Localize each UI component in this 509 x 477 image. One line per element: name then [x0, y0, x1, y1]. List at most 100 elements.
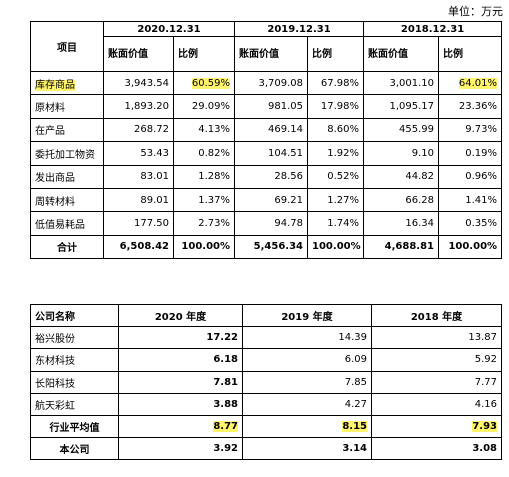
cell-text: 3,001.10: [389, 77, 435, 89]
cell-text: 裕兴股份: [35, 334, 75, 346]
table-cell: 1.74%: [307, 211, 365, 236]
cell-text: 库存商品: [35, 79, 75, 91]
cell-text: 177.50: [134, 218, 169, 230]
cell-text: 2.73%: [198, 218, 231, 230]
table-row: 低值易耗品 177.50 2.73% 94.78 1.74% 16.34 0.35%: [30, 211, 503, 236]
cell-text: 100.00%: [312, 241, 361, 253]
cell-text: 8.60%: [327, 124, 360, 136]
amount-header: 账面价值: [103, 36, 174, 72]
cell-text: 83.01: [140, 171, 169, 183]
table-cell: 1.27%: [307, 187, 365, 213]
table-cell: 100.00%: [307, 234, 365, 260]
table-cell: 104.51: [234, 141, 309, 166]
table-cell: 8.15: [242, 414, 372, 439]
table-cell: 17.98%: [307, 94, 365, 119]
cell-text: 发出商品: [35, 173, 75, 185]
table-cell: 100.00%: [438, 234, 503, 260]
table-row: 长阳科技 7.81 7.85 7.77: [30, 370, 502, 394]
cell-text: 44.82: [405, 171, 435, 183]
cell-text: 29.09%: [191, 101, 231, 113]
ratio-header: 比例: [438, 36, 503, 72]
cell-text: 7.93: [472, 421, 497, 433]
table-cell: 16.34: [363, 211, 440, 236]
table-cell: 3.88: [118, 392, 243, 416]
table-cell: 89.01: [103, 187, 174, 213]
cell-text: 17.98%: [320, 101, 360, 113]
cell-text: 14.39: [338, 332, 367, 344]
cell-text: 5.92: [474, 354, 497, 366]
year-header: 2019.12.31: [234, 21, 365, 37]
table-cell: 66.28: [363, 187, 440, 213]
table-cell: 60.59%: [172, 70, 236, 96]
company-name: 东材科技: [30, 348, 119, 372]
cell-text: 1.41%: [465, 194, 498, 206]
table-cell: 268.72: [103, 117, 174, 143]
table-cell: 1.37%: [172, 187, 236, 213]
table-cell: 3,943.54: [103, 70, 174, 96]
table-cell: 7.81: [118, 370, 243, 394]
amount-header: 账面价值: [234, 36, 309, 72]
cell-text: 委托加工物资: [35, 149, 95, 161]
unit-label: 单位：万元: [448, 5, 503, 18]
table-cell: 53.43: [103, 141, 174, 166]
table-cell: 1.92%: [307, 141, 365, 166]
table-cell: 469.14: [234, 117, 309, 143]
table-cell: 7.77: [371, 370, 502, 394]
cell-text: 9.73%: [465, 124, 498, 136]
company-name: 本公司: [30, 437, 119, 461]
table-cell: 0.96%: [438, 164, 503, 189]
table-cell: 17.22: [118, 326, 243, 350]
company-name: 航天彩虹: [30, 392, 119, 416]
cell-text: 4.16: [474, 398, 497, 410]
cell-text: 7.77: [474, 376, 497, 388]
table-row: 发出商品 83.01 1.28% 28.56 0.52% 44.82 0.96%: [30, 164, 503, 189]
turnover-comparison-table: 公司名称 2020 年度 2019 年度 2018 年度 裕兴股份 17.22 14…: [30, 303, 502, 461]
row-label: 合计: [30, 234, 104, 260]
company-name: 行业平均值: [30, 414, 119, 439]
cell-text: 3.08: [472, 443, 497, 455]
cell-text: 3.88: [213, 398, 238, 410]
cell-text: 原材料: [35, 103, 65, 115]
table-cell: 28.56: [234, 164, 309, 189]
table-cell: 3.14: [242, 437, 372, 461]
cell-text: 8.77: [213, 421, 238, 433]
cell-text: 67.98%: [320, 77, 360, 89]
cell-text: 1.74%: [327, 218, 360, 230]
cell-text: 64.01%: [458, 77, 498, 89]
cell-text: 0.52%: [327, 171, 360, 183]
company-name: 长阳科技: [30, 370, 119, 394]
table-cell: 3,001.10: [363, 70, 440, 96]
cell-text: 89.01: [140, 194, 169, 206]
company-column-header: 公司名称: [30, 303, 119, 328]
cell-text: 4,688.81: [384, 241, 435, 253]
cell-text: 16.34: [405, 218, 435, 230]
row-label: 低值易耗品: [30, 211, 104, 236]
table-cell: 7.85: [242, 370, 372, 394]
cell-text: 3,709.08: [258, 77, 304, 89]
cell-text: 0.82%: [198, 147, 231, 159]
inventory-table: 项目 2020.12.31 2019.12.31 2018.12.31 账面价值…: [30, 21, 503, 260]
table-cell: 69.21: [234, 187, 309, 213]
table-row: 东材科技 6.18 6.09 5.92: [30, 348, 502, 372]
table-cell: 23.36%: [438, 94, 503, 119]
year-header: 2020 年度: [118, 303, 243, 328]
table-cell: 5.92: [371, 348, 502, 372]
cell-text: 东材科技: [35, 356, 75, 368]
row-label: 在产品: [30, 117, 104, 143]
cell-text: 6,508.42: [119, 241, 169, 253]
cell-text: 8.15: [342, 421, 367, 433]
year-header-row: 项目 2020.12.31 2019.12.31 2018.12.31: [30, 21, 503, 72]
table-cell: 0.35%: [438, 211, 503, 236]
table-cell: 1,893.20: [103, 94, 174, 119]
amount-header: 账面价值: [363, 36, 440, 72]
table-cell: 8.60%: [307, 117, 365, 143]
table-cell: 2.73%: [172, 211, 236, 236]
table-row: 裕兴股份 17.22 14.39 13.87: [30, 326, 502, 350]
table-cell: 177.50: [103, 211, 174, 236]
cell-text: 1.37%: [198, 194, 231, 206]
table-cell: 1.28%: [172, 164, 236, 189]
table-row: 合计 6,508.42 100.00% 5,456.34 100.00% 4,688.81…: [30, 234, 503, 260]
table-cell: 9.10: [363, 141, 440, 166]
cell-text: 6.09: [344, 354, 367, 366]
table-cell: 6,508.42: [103, 234, 174, 260]
